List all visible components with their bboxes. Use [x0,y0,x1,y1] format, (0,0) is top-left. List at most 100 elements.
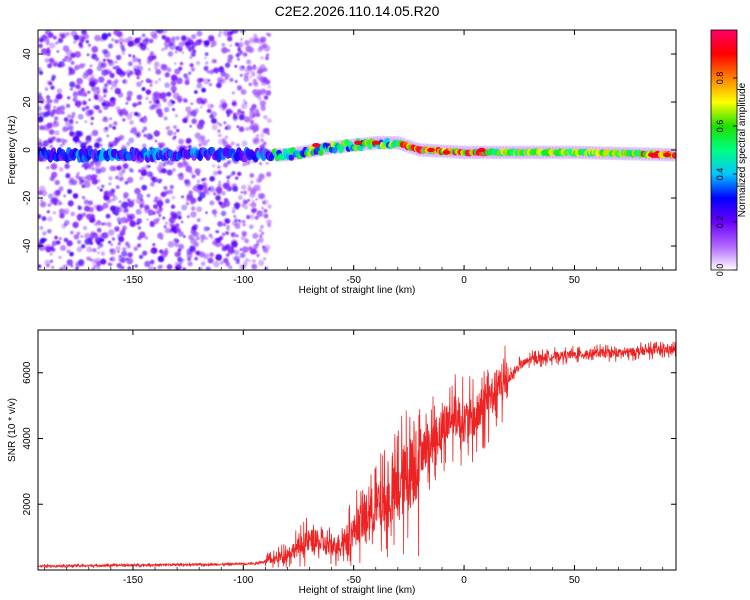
heatmap-noise-cell [154,139,158,143]
heatmap-noise-cell [68,180,74,186]
y-tick-label: 20 [22,96,33,108]
heatmap-noise-cell [125,69,132,76]
heatmap-noise-cell [148,79,153,84]
heatmap-noise-cell [118,200,122,204]
heatmap-noise-cell [223,200,231,208]
heatmap-noise-cell [120,44,125,49]
snr-panel: -150 -100 -50 0 50 2000 4000 6000 Height of str… [7,329,677,596]
heatmap-noise-cell [199,266,203,270]
heatmap-noise-cell [58,237,62,241]
heatmap-noise-cell [253,81,259,87]
heatmap-noise-cell [250,189,256,195]
heatmap-noise-cell [139,176,144,181]
heatmap-noise-cell [181,195,185,199]
heatmap-noise-cell [44,58,50,63]
carrier-cell [671,152,676,159]
heatmap-noise-cell [248,203,252,206]
heatmap-noise-cell [81,107,86,112]
heatmap-noise-cell [185,137,192,144]
heatmap-noise-cell [112,126,116,130]
heatmap-noise-cell [136,76,140,80]
heatmap-noise-cell [127,200,135,208]
heatmap-noise-cell [152,243,156,247]
heatmap-noise-cell [258,259,265,267]
heatmap-noise-cell [56,240,61,245]
figure-title: C2E2.2026.110.14.05.R20 [275,3,440,19]
heatmap-noise-cell [142,169,147,174]
heatmap-noise-cell [252,89,258,96]
heatmap-noise-cell [213,260,220,268]
heatmap-noise-cell [39,111,46,119]
heatmap-noise-cell [98,109,103,114]
heatmap-noise-cell [145,89,152,95]
heatmap-noise-cell [244,39,250,46]
heatmap-noise-cell [55,107,62,115]
heatmap-noise-cell [217,133,222,138]
heatmap-noise-cell [205,61,209,65]
heatmap-noise-cell [161,63,167,70]
heatmap-noise-cell [194,242,199,248]
heatmap-noise-cell [40,237,46,243]
heatmap-noise-cell [267,223,272,228]
heatmap-noise-cell [103,94,107,98]
colorbar-frame [710,29,738,271]
heatmap-noise-cell [132,56,138,63]
heatmap-noise-cell [190,201,194,206]
heatmap-noise-cell [229,77,234,82]
heatmap-noise-cell [219,260,224,265]
heatmap-noise-cell [39,214,42,217]
heatmap-noise-cell [97,267,101,270]
heatmap-noise-cell [101,102,106,107]
heatmap-noise-cell [128,54,132,57]
heatmap-noise-cell [51,77,55,82]
heatmap-noise-cell [132,54,136,58]
carrier-peak-cell [477,147,486,153]
heatmap-noise-cell [120,203,126,209]
heatmap-noise-cell [214,238,218,241]
heatmap-noise-cell [178,243,185,250]
heatmap-noise-cell [70,52,76,59]
heatmap-noise-cell [66,32,70,36]
heatmap-noise-cell [236,85,243,91]
heatmap-noise-cell [89,64,93,68]
heatmap-noise-cell [122,225,127,231]
heatmap-noise-cell [219,65,224,70]
heatmap-noise-cell [57,37,64,44]
heatmap-noise-cell [259,162,263,166]
heatmap-noise-cell [102,222,106,226]
heatmap-noise-cell [225,261,231,267]
heatmap-noise-cell [210,117,217,124]
heatmap-noise-cell [230,239,238,246]
heatmap-noise-cell [68,68,76,75]
heatmap-noise-cell [58,186,64,192]
heatmap-noise-cell [239,252,246,259]
heatmap-noise-cell [190,45,195,50]
heatmap-noise-cell [241,102,248,110]
snr-frame [37,329,677,571]
heatmap-noise-cell [243,116,250,123]
heatmap-noise-cell [215,230,219,233]
heatmap-noise-cell [84,166,88,170]
heatmap-noise-cell [104,222,108,226]
heatmap-noise-cell [244,101,248,105]
heatmap-noise-cell [50,163,58,170]
heatmap-noise-cell [263,114,268,120]
heatmap-noise-cell [103,127,109,133]
heatmap-noise-cell [205,237,208,240]
x-tick-label: -150 [123,275,143,286]
heatmap-noise-cell [196,122,204,130]
heatmap-noise-cell [169,210,174,215]
heatmap-noise-cell [126,95,132,102]
heatmap-noise-cell [46,166,50,170]
heatmap-noise-cell [185,198,190,202]
heatmap-noise-cell [253,33,258,38]
heatmap-noise-cell [249,75,252,79]
heatmap-noise-cell [90,248,94,252]
heatmap-noise-cell [189,63,194,68]
heatmap-noise-cell [89,133,93,137]
heatmap-noise-cell [209,175,215,182]
heatmap-noise-cell [96,65,103,72]
heatmap-noise-cell [228,265,233,270]
heatmap-noise-cell [144,260,151,268]
carrier-peak-cell [663,152,672,157]
